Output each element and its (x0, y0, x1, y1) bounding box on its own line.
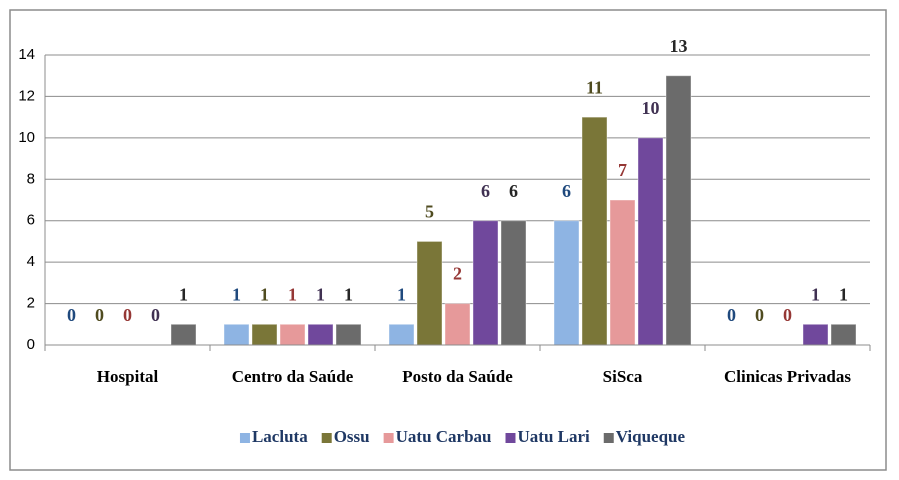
bar (581, 116, 608, 346)
data-label: 0 (727, 305, 736, 325)
x-tick-label: Hospital (97, 367, 159, 386)
bar (553, 220, 580, 346)
y-tick-label: 0 (27, 336, 35, 353)
legend-swatch (321, 433, 332, 443)
data-label: 1 (232, 284, 241, 304)
data-label: 1 (344, 284, 353, 304)
legend-label: Viqueque (616, 427, 686, 446)
y-tick-label: 8 (27, 170, 35, 187)
x-tick-label: Centro da Saúde (232, 367, 354, 386)
legend-label: Ossu (334, 427, 370, 446)
data-label: 0 (67, 305, 76, 325)
legend-swatch (383, 433, 394, 443)
y-tick-label: 2 (27, 295, 35, 312)
bar (665, 75, 692, 346)
bar (637, 137, 664, 346)
bar (609, 199, 636, 346)
legend-label: Uatu Lari (518, 427, 591, 446)
data-label: 1 (260, 284, 269, 304)
data-label: 0 (123, 305, 132, 325)
data-label: 0 (755, 305, 764, 325)
data-label: 6 (509, 181, 518, 201)
data-label: 1 (288, 284, 297, 304)
y-tick-label: 4 (27, 253, 35, 270)
y-tick-label: 12 (18, 87, 35, 104)
data-label: 7 (618, 160, 627, 180)
bar (416, 240, 443, 346)
legend-swatch (239, 433, 250, 443)
data-label: 2 (453, 264, 462, 284)
bar (444, 303, 471, 346)
bar (251, 323, 278, 346)
data-label: 1 (839, 284, 848, 304)
bar (830, 323, 857, 346)
bar (802, 323, 829, 346)
data-label: 1 (811, 284, 820, 304)
x-tick-label: SiSca (603, 367, 643, 386)
bar (223, 323, 250, 346)
legend-label: Lacluta (252, 427, 308, 446)
y-tick-label: 14 (18, 46, 35, 63)
data-label: 1 (316, 284, 325, 304)
bar (335, 323, 362, 346)
y-tick-label: 10 (18, 129, 35, 146)
data-label: 0 (151, 305, 160, 325)
bar (307, 323, 334, 346)
legend-label: Uatu Carbau (396, 427, 492, 446)
data-label: 0 (95, 305, 104, 325)
data-label: 11 (586, 77, 603, 97)
bar (170, 323, 197, 346)
bar (500, 220, 527, 346)
data-label: 6 (481, 181, 490, 201)
chart-frame (9, 9, 887, 471)
data-label: 5 (425, 202, 434, 222)
data-label: 10 (642, 98, 660, 118)
data-label: 1 (179, 284, 188, 304)
legend: Lacluta Ossu Uatu Carbau Uatu Lari Viqueque (239, 427, 686, 446)
legend-swatch (505, 433, 516, 443)
bar (388, 323, 415, 346)
bar (279, 323, 306, 346)
legend-swatch (603, 433, 614, 443)
data-label: 13 (670, 36, 688, 56)
y-tick-label: 6 (27, 212, 35, 229)
data-label: 0 (783, 305, 792, 325)
bar (472, 220, 499, 346)
data-label: 6 (562, 181, 571, 201)
x-tick-label: Posto da Saúde (402, 367, 513, 386)
x-tick-label: Clinicas Privadas (724, 367, 851, 386)
data-label: 1 (397, 284, 406, 304)
